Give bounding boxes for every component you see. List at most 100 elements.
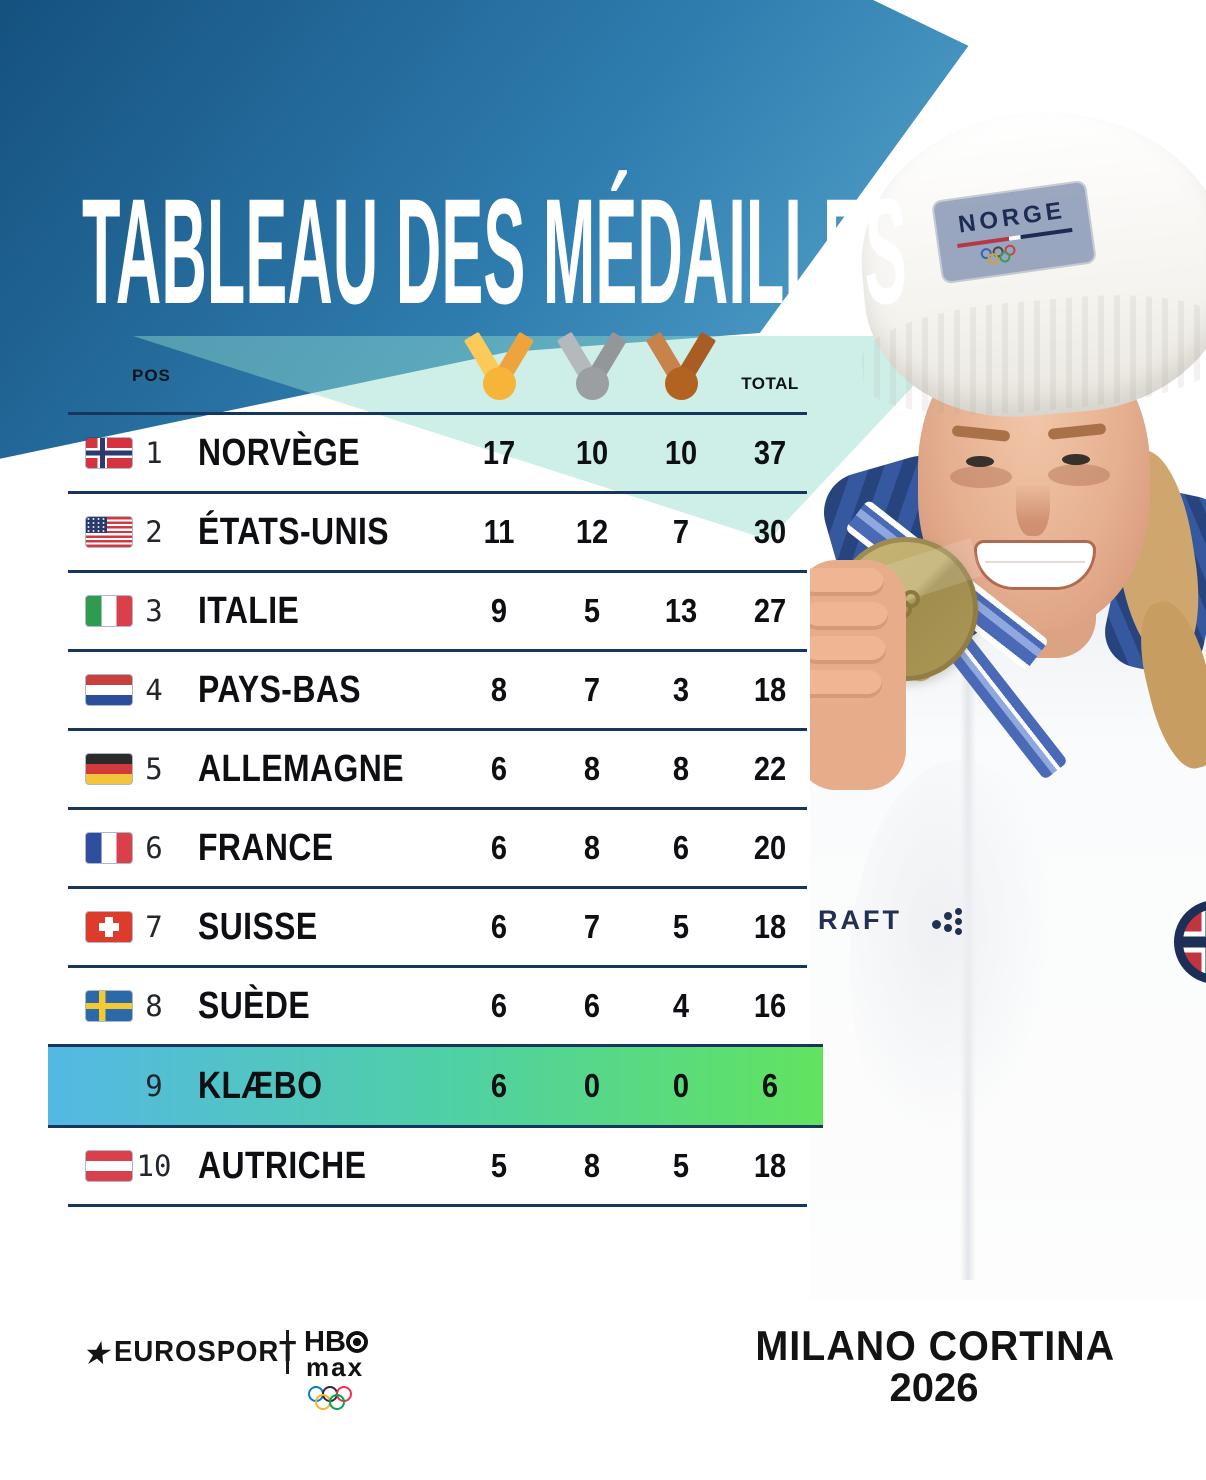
country-flag-icon xyxy=(86,596,132,626)
hbo-logo-letters: HB xyxy=(304,1326,346,1358)
face-shading xyxy=(950,466,1012,488)
footer-divider xyxy=(286,1330,289,1374)
row-silver-count: 10 xyxy=(575,434,609,471)
row-country-name: SUISSE xyxy=(198,906,318,948)
table-row: 1 NORVÈGE 17 10 10 37 xyxy=(68,412,807,491)
finger xyxy=(810,670,882,698)
row-position: 6 xyxy=(145,831,163,865)
milano-cortina-logo: MILANO CORTINA xyxy=(755,1322,1116,1369)
row-total-count: 18 xyxy=(753,671,787,708)
table-row: 10 AUTRICHE 5 8 5 18 xyxy=(68,1128,807,1204)
row-bronze-count: 8 xyxy=(672,750,690,787)
row-bronze-count: 7 xyxy=(672,513,690,550)
row-country-name: SUÈDE xyxy=(198,985,311,1027)
row-total-count: 22 xyxy=(753,750,787,787)
row-bronze-count: 0 xyxy=(672,1067,690,1104)
country-flag-icon xyxy=(86,991,132,1021)
row-gold-count: 6 xyxy=(490,908,508,945)
row-gold-count: 9 xyxy=(490,592,508,629)
medal-table: 1 NORVÈGE 17 10 10 37 2 ÉTATS-UNIS 11 12… xyxy=(48,412,823,1207)
pos-column-header: POS xyxy=(132,366,171,385)
row-silver-count: 0 xyxy=(583,1067,601,1104)
row-country-name: ITALIE xyxy=(198,590,300,632)
row-silver-count: 8 xyxy=(583,1147,601,1184)
country-flag-icon xyxy=(86,833,132,863)
row-position: 4 xyxy=(145,673,163,707)
event-year: 2026 xyxy=(889,1366,979,1410)
table-row: 6 FRANCE 6 8 6 20 xyxy=(68,807,807,886)
row-gold-count: 6 xyxy=(490,750,508,787)
olympic-rings-patch-icon xyxy=(980,239,1054,269)
craft-logo-text: RAFT xyxy=(818,905,902,935)
country-flag-icon xyxy=(86,754,132,784)
row-total-count: 20 xyxy=(753,829,787,866)
eurosport-logo-text: EUROSPORT xyxy=(114,1336,298,1368)
row-position: 7 xyxy=(145,910,163,944)
row-country-name: FRANCE xyxy=(198,827,334,869)
craft-logo-icon xyxy=(932,908,972,938)
country-flag-icon xyxy=(86,438,132,468)
row-silver-count: 8 xyxy=(583,829,601,866)
row-country-name: ÉTATS-UNIS xyxy=(198,511,389,553)
nose xyxy=(1016,462,1050,536)
row-gold-count: 17 xyxy=(482,434,516,471)
row-position: 3 xyxy=(145,594,163,628)
row-country-name: NORVÈGE xyxy=(198,432,361,474)
finger xyxy=(810,568,884,596)
country-flag-icon xyxy=(86,1151,132,1181)
table-row: 2 ÉTATS-UNIS 11 12 7 30 xyxy=(68,491,807,570)
row-gold-count: 6 xyxy=(490,829,508,866)
row-position: 8 xyxy=(145,989,163,1023)
row-gold-count: 8 xyxy=(490,671,508,708)
row-silver-count: 7 xyxy=(583,671,601,708)
row-silver-count: 7 xyxy=(583,908,601,945)
row-country-name: ALLEMAGNE xyxy=(198,748,404,790)
row-total-count: 18 xyxy=(753,908,787,945)
smiling-mouth xyxy=(974,540,1096,590)
row-silver-count: 8 xyxy=(583,750,601,787)
jacket-fold xyxy=(850,760,1070,1180)
row-total-count: 6 xyxy=(761,1067,779,1104)
table-row: 7 SUISSE 6 7 5 18 xyxy=(68,886,807,965)
row-silver-count: 6 xyxy=(583,987,601,1024)
country-flag-icon xyxy=(86,675,132,705)
hbo-logo: HB xyxy=(304,1326,368,1359)
finger xyxy=(810,636,886,664)
country-flag-icon xyxy=(86,517,132,547)
row-total-count: 18 xyxy=(753,1147,787,1184)
row-position: 9 xyxy=(145,1069,163,1103)
table-row: 3 ITALIE 9 5 13 27 xyxy=(68,570,807,649)
row-total-count: 30 xyxy=(753,513,787,550)
row-bronze-count: 13 xyxy=(664,592,698,629)
silver-medal-icon xyxy=(556,331,628,400)
total-column-header: TOTAL xyxy=(741,374,799,393)
gold-medal-icon xyxy=(463,331,535,400)
row-gold-count: 5 xyxy=(490,1147,508,1184)
row-silver-count: 5 xyxy=(583,592,601,629)
table-row-highlighted: 9 KLÆBO 6 0 0 6 xyxy=(48,1044,823,1128)
table-row: 4 PAYS-BAS 8 7 3 18 xyxy=(68,649,807,728)
row-silver-count: 12 xyxy=(575,513,609,550)
row-total-count: 37 xyxy=(753,434,787,471)
eye xyxy=(966,456,994,467)
row-position: 2 xyxy=(145,515,163,549)
finger xyxy=(810,602,888,630)
row-country-name: AUTRICHE xyxy=(198,1145,367,1187)
row-gold-count: 6 xyxy=(490,987,508,1024)
row-gold-count: 11 xyxy=(483,513,515,550)
page-title: TABLEAU DES MÉDAILLES xyxy=(82,167,907,335)
row-bronze-count: 3 xyxy=(672,671,690,708)
row-country-name: KLÆBO xyxy=(198,1065,323,1107)
hbo-max-text: max xyxy=(306,1352,365,1382)
row-total-count: 16 xyxy=(753,987,787,1024)
row-position: 1 xyxy=(145,436,163,470)
row-position: 5 xyxy=(145,752,163,786)
row-bronze-count: 4 xyxy=(672,987,690,1024)
eurosport-star-icon: ★ xyxy=(79,1335,118,1371)
row-position: 10 xyxy=(136,1149,172,1183)
row-bronze-count: 10 xyxy=(664,434,698,471)
row-total-count: 27 xyxy=(753,592,787,629)
row-gold-count: 6 xyxy=(490,1067,508,1104)
table-row: 8 SUÈDE 6 6 4 16 xyxy=(68,965,807,1044)
